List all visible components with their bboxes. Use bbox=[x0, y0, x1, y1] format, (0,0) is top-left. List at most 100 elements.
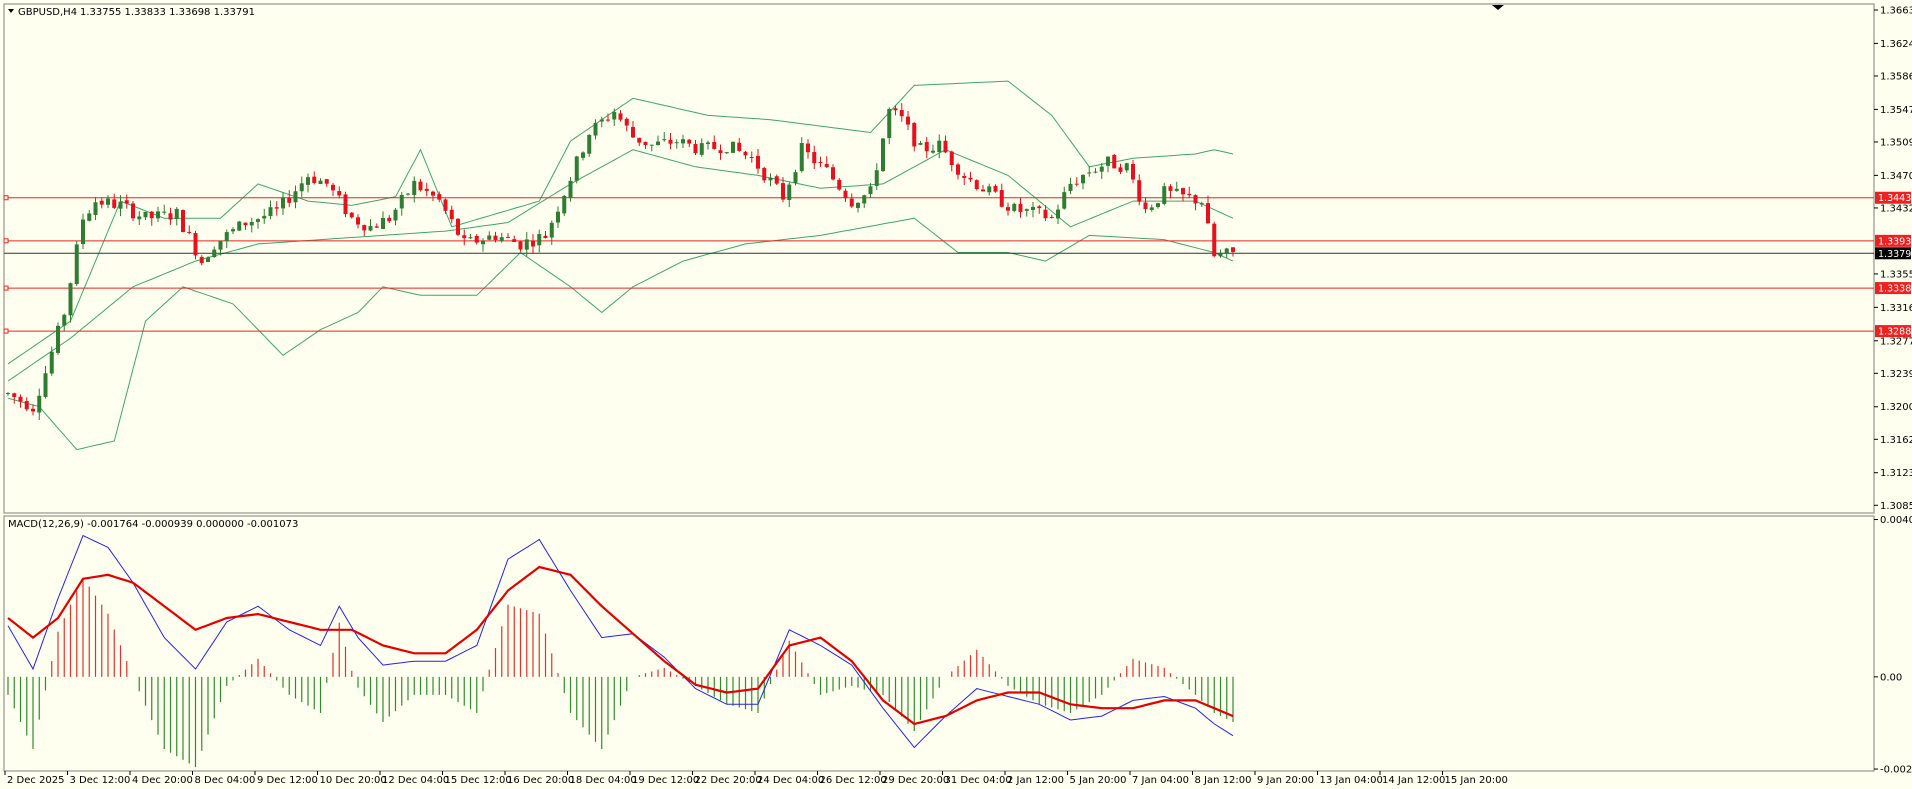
candle-body bbox=[424, 188, 429, 191]
level-handle-2[interactable] bbox=[3, 285, 9, 291]
candle-body bbox=[949, 151, 954, 166]
price-axis[interactable]: 1.36630 1.36240 1.35860 1.35470 1.35090 1.347… bbox=[1874, 5, 1912, 512]
level-handle-1[interactable] bbox=[3, 238, 9, 244]
candle-body bbox=[1206, 203, 1210, 224]
candle-body bbox=[706, 142, 710, 145]
macd-tick-label: -0.00235 bbox=[1880, 765, 1912, 776]
candle-body bbox=[1112, 154, 1117, 169]
candle-body bbox=[843, 190, 848, 199]
candle-body bbox=[406, 193, 410, 195]
candle-body bbox=[87, 213, 92, 221]
candle-body bbox=[681, 139, 685, 144]
candle-body bbox=[574, 156, 579, 181]
candle-body bbox=[481, 240, 485, 245]
symbol-label: GBPUSD,H4 bbox=[18, 7, 77, 18]
candle-body bbox=[568, 180, 573, 198]
candle-body bbox=[174, 208, 179, 219]
candle-body bbox=[131, 203, 135, 219]
candle-body bbox=[374, 226, 379, 228]
macd-tick-label: 0.00401 bbox=[1880, 515, 1912, 526]
candle-body bbox=[249, 221, 254, 226]
time-tick-label: 22 Dec 20:00 bbox=[695, 775, 762, 786]
ohlc-label: 1.33755 1.33833 1.33698 1.33791 bbox=[80, 7, 255, 18]
candle-body bbox=[512, 239, 517, 242]
candle-body bbox=[687, 139, 692, 144]
candle-body bbox=[74, 244, 79, 285]
macd-panel[interactable]: MACD(12,26,9) -0.001764 -0.000939 0.0000… bbox=[3, 515, 1875, 772]
time-axis[interactable]: 2 Dec 2025 3 Dec 12:00 4 Dec 20:00 8 Dec 04… bbox=[4, 771, 1508, 786]
candle-body bbox=[1149, 207, 1154, 210]
candle-body bbox=[99, 200, 104, 205]
candle-body bbox=[756, 155, 760, 169]
time-tick-label: 18 Dec 04:00 bbox=[570, 775, 637, 786]
time-tick-label: 12 Dec 04:00 bbox=[382, 775, 449, 786]
candle-body bbox=[1093, 171, 1098, 173]
candle-body bbox=[724, 152, 729, 154]
price-panel[interactable]: GBPUSD,H4 1.33755 1.33833 1.33698 1.3379… bbox=[3, 3, 1875, 514]
candle-body bbox=[468, 237, 473, 239]
candle-body bbox=[849, 198, 854, 207]
price-tick-label: 1.34700 bbox=[1880, 171, 1912, 182]
macd-line bbox=[7, 534, 1234, 749]
candle-body bbox=[312, 176, 317, 183]
candle-body bbox=[893, 108, 898, 111]
level-handle-3[interactable] bbox=[3, 328, 9, 334]
macd-axis[interactable]: 0.00401 0.00 -0.00235 bbox=[1874, 515, 1912, 776]
candle-body bbox=[256, 219, 260, 222]
candle-body bbox=[318, 180, 323, 185]
candle-body bbox=[306, 177, 310, 185]
candle-body bbox=[43, 373, 48, 398]
price-tick-label: 1.33160 bbox=[1880, 303, 1912, 314]
candle-body bbox=[618, 113, 623, 120]
candle-body bbox=[199, 256, 204, 264]
time-tick-label: 13 Jan 04:00 bbox=[1320, 775, 1383, 786]
bollinger-bands bbox=[7, 80, 1234, 451]
price-tick-label: 1.32770 bbox=[1880, 336, 1912, 347]
price-tick-label: 1.32000 bbox=[1880, 402, 1912, 413]
candle-body bbox=[137, 216, 142, 220]
candle-body bbox=[987, 186, 992, 193]
signal-line bbox=[7, 565, 1234, 726]
candle-body bbox=[549, 222, 554, 238]
shift-marker-icon[interactable] bbox=[1492, 5, 1504, 10]
candle-body bbox=[749, 156, 754, 158]
candle-body bbox=[781, 183, 785, 200]
candle-body bbox=[1131, 164, 1135, 180]
candle-body bbox=[268, 207, 273, 216]
candle-body bbox=[743, 151, 748, 156]
time-tick-label: 29 Dec 20:00 bbox=[882, 775, 949, 786]
candle-body bbox=[606, 119, 610, 121]
level-handle-0[interactable] bbox=[3, 195, 9, 201]
candle-body bbox=[868, 186, 873, 195]
candle-body bbox=[12, 393, 17, 398]
candle-body bbox=[768, 177, 773, 181]
price-tick-label: 1.30850 bbox=[1880, 501, 1912, 512]
candle-body bbox=[456, 218, 460, 235]
candle-body bbox=[718, 150, 723, 154]
candle-body bbox=[824, 163, 829, 168]
candle-body bbox=[62, 314, 67, 326]
time-tick-label: 16 Dec 20:00 bbox=[507, 775, 574, 786]
panel-collapse-icon[interactable] bbox=[8, 9, 14, 13]
price-tick-label: 1.35090 bbox=[1880, 137, 1912, 148]
candle-body bbox=[487, 235, 492, 240]
time-tick-label: 2 Dec 2025 bbox=[7, 775, 65, 786]
candle-body bbox=[624, 118, 629, 126]
price-tick-label: 1.34320 bbox=[1880, 203, 1912, 214]
macd-lines bbox=[7, 534, 1234, 749]
candle-body bbox=[1124, 163, 1129, 171]
candle-body bbox=[1187, 193, 1192, 196]
time-tick-label: 3 Dec 12:00 bbox=[70, 775, 131, 786]
candle-body bbox=[381, 217, 385, 230]
price-panel-frame bbox=[3, 3, 1875, 514]
candle-body bbox=[187, 231, 192, 233]
candle-body bbox=[887, 108, 892, 139]
candle-body bbox=[474, 235, 479, 243]
candle-body bbox=[737, 142, 742, 151]
candle-body bbox=[162, 211, 167, 213]
time-tick-label: 10 Dec 20:00 bbox=[320, 775, 387, 786]
candle-body bbox=[1193, 195, 1198, 204]
candle-body bbox=[1212, 223, 1217, 257]
